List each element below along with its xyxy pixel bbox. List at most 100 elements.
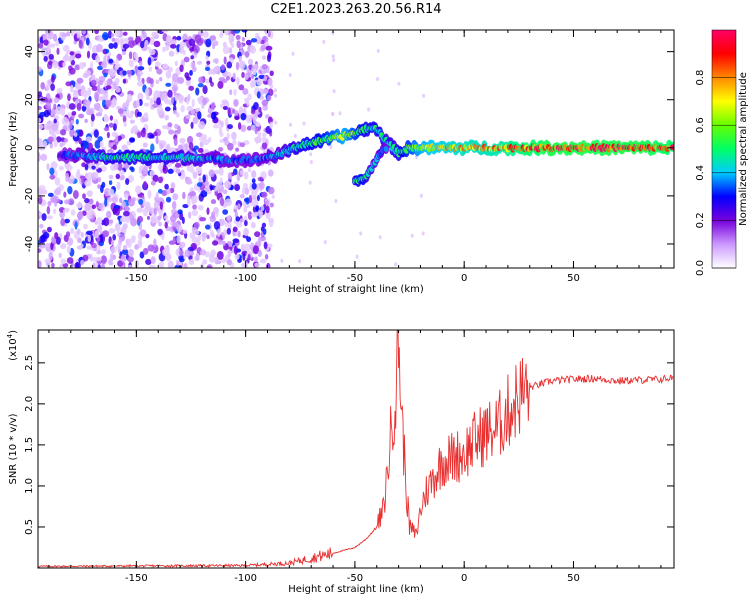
heatmap-cell	[81, 162, 86, 168]
heatmap-cell	[190, 168, 195, 175]
heatmap-cell	[128, 51, 133, 60]
heatmap-cell	[194, 112, 198, 118]
heatmap-cell	[248, 194, 253, 204]
heatmap-cell	[131, 126, 138, 134]
heatmap-cell	[192, 116, 199, 125]
heatmap-cell	[56, 87, 63, 94]
heatmap-cell	[127, 113, 134, 119]
heatmap-cell	[257, 250, 262, 258]
heatmap-cell	[180, 105, 185, 113]
heatmap-cell	[155, 136, 159, 145]
heatmap-cell	[50, 83, 55, 91]
heatmap-cell	[100, 165, 107, 172]
heatmap-cell	[139, 251, 145, 259]
heatmap-cell	[121, 248, 129, 255]
heatmap-cell	[155, 79, 160, 85]
heatmap-cell	[202, 259, 208, 265]
heatmap-cell	[250, 109, 256, 115]
heatmap-cell	[69, 51, 75, 56]
heatmap-cell	[75, 118, 79, 125]
heatmap-cell	[224, 180, 232, 190]
heatmap-cell	[44, 243, 52, 248]
heatmap-cell	[113, 30, 121, 37]
heatmap-cell	[264, 254, 269, 260]
heatmap-cell	[214, 186, 218, 192]
heatmap-cell	[261, 99, 269, 107]
heatmap-cell	[168, 129, 175, 135]
heatmap-cell	[261, 64, 268, 70]
heatmap-cell	[175, 222, 179, 230]
heatmap-cell	[209, 35, 217, 41]
heatmap-cell	[49, 167, 55, 175]
heatmap-cell	[51, 236, 55, 244]
heatmap-cell	[410, 233, 414, 238]
heatmap-cell	[244, 74, 249, 80]
heatmap-cell	[68, 178, 74, 184]
heatmap-cell	[254, 231, 261, 238]
heatmap-cell	[60, 258, 67, 265]
heatmap-cell	[80, 89, 87, 97]
heatmap-cell	[66, 164, 73, 171]
spectrogram-axes: -150 -100 -50 0 50 -40 -20 0 20 40	[24, 30, 674, 284]
heatmap-ridge-core	[383, 146, 389, 153]
colorbar-tick-label: 0.0	[695, 260, 706, 276]
heatmap-cell	[235, 216, 241, 222]
heatmap-cell	[221, 258, 226, 264]
heatmap-cell	[98, 80, 104, 86]
heatmap-cell	[76, 228, 81, 235]
heatmap-cell	[47, 136, 54, 143]
heatmap-cell	[240, 243, 245, 252]
heatmap-cell	[142, 247, 149, 255]
heatmap-cell	[74, 262, 81, 268]
heatmap-cell	[232, 108, 236, 114]
heatmap-cell	[198, 76, 204, 84]
heatmap-cell	[250, 221, 256, 229]
heatmap-cell	[177, 125, 181, 135]
heatmap-cell	[109, 253, 114, 262]
page-title: C2E1.2023.263.20.56.R14	[270, 2, 442, 17]
heatmap-cell	[256, 194, 260, 202]
heatmap-cell	[148, 66, 153, 72]
heatmap-cell	[233, 245, 238, 255]
heatmap-cell	[97, 224, 103, 233]
y-tick-label: 1.0	[24, 478, 35, 494]
heatmap-cell	[260, 205, 265, 211]
heatmap-cell	[95, 164, 99, 170]
heatmap-cell	[280, 258, 284, 263]
heatmap-cell	[125, 215, 130, 224]
heatmap-cell	[154, 90, 161, 96]
heatmap-cell	[84, 203, 91, 212]
heatmap-cell	[167, 168, 174, 174]
heatmap-cell	[164, 183, 169, 190]
heatmap-cell	[247, 58, 254, 65]
heatmap-cell	[246, 125, 252, 131]
heatmap-cell	[47, 192, 54, 197]
heatmap-cell	[52, 195, 59, 203]
heatmap-cell	[38, 123, 44, 130]
heatmap-cell	[142, 142, 148, 148]
heatmap-cell	[40, 153, 48, 162]
heatmap-cell	[41, 213, 47, 221]
heatmap-cell	[240, 124, 247, 133]
heatmap-cell	[112, 123, 117, 131]
heatmap-cell	[114, 78, 120, 84]
heatmap-cell	[218, 166, 224, 176]
heatmap-cell	[170, 39, 177, 45]
heatmap-cell	[161, 93, 165, 102]
heatmap-cell	[322, 39, 326, 44]
heatmap-cell	[291, 51, 295, 56]
heatmap-cell	[167, 260, 174, 268]
heatmap-cell	[76, 102, 82, 111]
heatmap-cell	[63, 138, 68, 143]
heatmap-cell	[184, 249, 191, 258]
heatmap-cell	[95, 54, 100, 63]
heatmap-cell	[113, 42, 118, 49]
heatmap-cell	[191, 98, 195, 108]
heatmap-cell	[105, 99, 112, 107]
heatmap-cell	[38, 196, 43, 205]
heatmap-cell	[267, 169, 274, 177]
heatmap-cell	[151, 31, 158, 37]
heatmap-cell	[159, 77, 163, 82]
heatmap-cell	[140, 203, 144, 209]
heatmap-cell	[103, 115, 110, 123]
